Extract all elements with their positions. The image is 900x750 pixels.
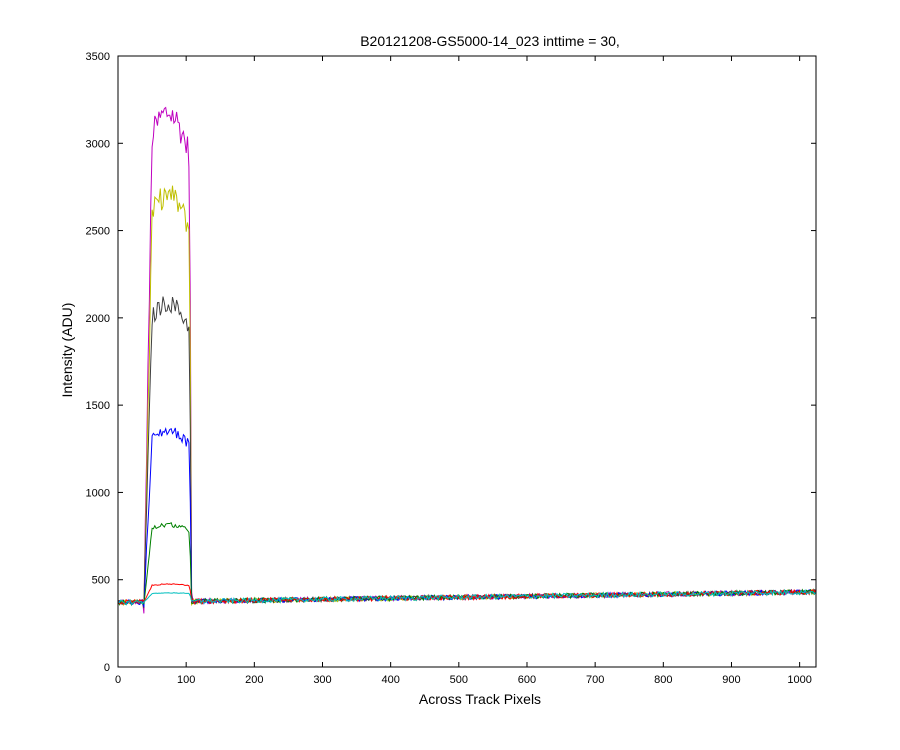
x-tick-label: 400 <box>381 674 399 686</box>
x-tick-label: 700 <box>586 674 604 686</box>
x-tick-label: 100 <box>177 674 195 686</box>
y-tick-label: 500 <box>92 575 110 587</box>
y-tick-label: 3000 <box>86 138 110 150</box>
x-tick-label: 600 <box>518 674 536 686</box>
x-axis-title: Across Track Pixels <box>419 691 541 707</box>
y-tick-label: 2500 <box>86 226 110 238</box>
ticks-layer: 0 100 200 300 400 500 600 700 800 900 1000 0 500 1000… <box>86 51 816 686</box>
y-tick-label: 1000 <box>86 487 110 499</box>
y-tick-label: 3500 <box>86 51 110 63</box>
x-tick-label: 900 <box>722 674 740 686</box>
series-layer <box>117 106 817 614</box>
y-tick-label: 2000 <box>86 313 110 325</box>
x-tick-label: 200 <box>245 674 263 686</box>
x-tick-label: 500 <box>450 674 468 686</box>
x-tick-label: 300 <box>313 674 331 686</box>
y-tick-label: 1500 <box>86 400 110 412</box>
x-tick-label: 0 <box>115 674 121 686</box>
series-line-6 <box>117 588 817 606</box>
y-tick-label: 0 <box>104 662 110 674</box>
x-tick-label: 1000 <box>787 674 811 686</box>
y-axis-title: Intensity (ADU) <box>59 303 75 398</box>
plot-area <box>118 56 816 667</box>
chart-title: B20121208-GS5000-14_023 inttime = 30, <box>360 33 620 49</box>
plot-frame <box>117 55 817 668</box>
x-tick-label: 800 <box>654 674 672 686</box>
